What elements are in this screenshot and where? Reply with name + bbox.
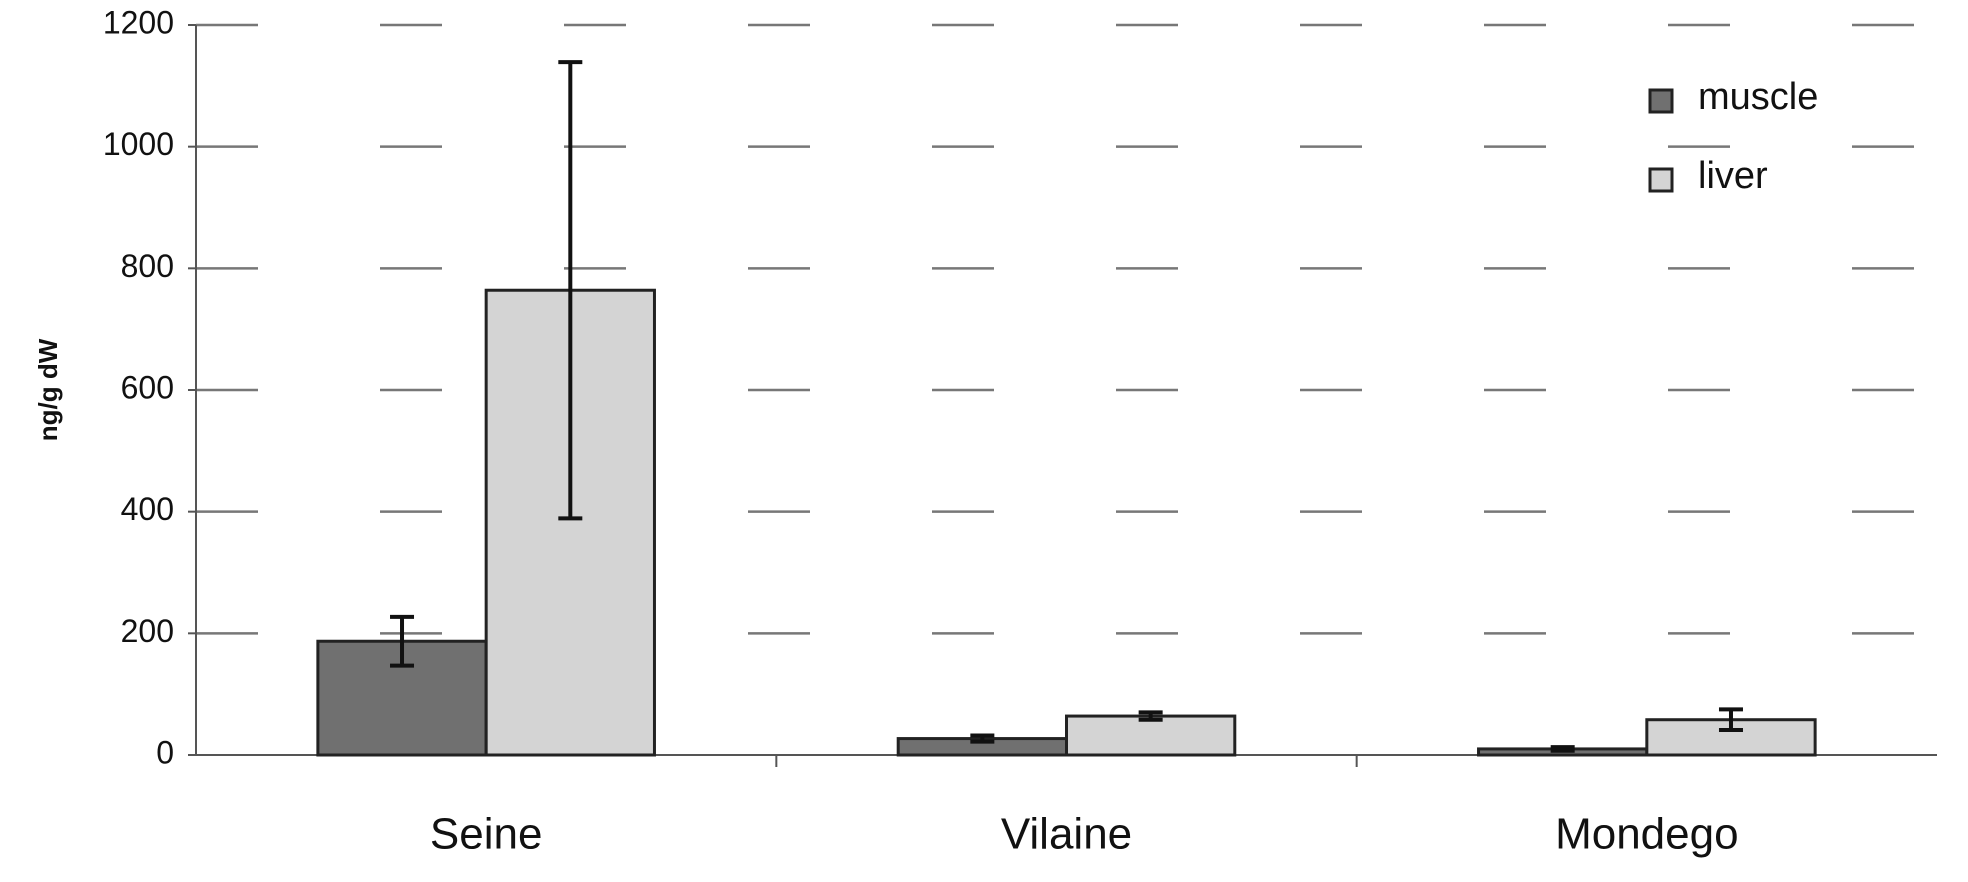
error-bar: [1550, 745, 1575, 753]
legend-label: liver: [1698, 155, 1768, 197]
legend-label: muscle: [1698, 76, 1818, 118]
error-bar: [558, 60, 583, 521]
y-tick-label: 400: [121, 491, 174, 527]
x-tick-label: Mondego: [1555, 810, 1738, 859]
y-tick-label: 200: [121, 613, 174, 649]
y-axis-label: ng/g dW: [33, 338, 63, 441]
legend-swatch: [1648, 88, 1674, 114]
bar: [1065, 714, 1237, 757]
y-tick-label: 0: [156, 734, 174, 770]
error-bar: [1138, 710, 1163, 722]
legend-swatch: [1648, 167, 1674, 193]
error-bar: [1718, 707, 1743, 733]
error-bar: [970, 733, 995, 744]
y-tick-label: 800: [121, 248, 174, 284]
y-tick-label: 600: [121, 369, 174, 405]
y-tick-label: 1000: [103, 126, 174, 162]
y-tick-label: 1200: [103, 4, 174, 40]
x-tick-label: Seine: [430, 810, 543, 859]
x-tick-label: Vilaine: [1001, 810, 1132, 859]
error-bar: [390, 614, 415, 668]
